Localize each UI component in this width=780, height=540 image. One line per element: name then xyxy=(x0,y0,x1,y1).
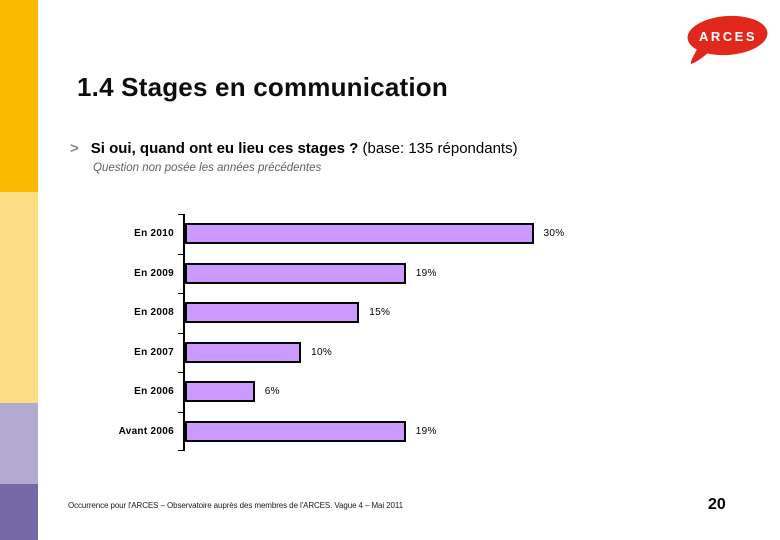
category-label: Avant 2006 xyxy=(118,425,174,437)
chart-row: Avant 2006 19% xyxy=(118,412,580,452)
bullet-chevron-icon: > xyxy=(70,140,79,157)
subtitle-question: Si oui, quand ont eu lieu ces stages ? (… xyxy=(91,139,518,159)
subtitle-note-italic: Question non posée les années précédente… xyxy=(93,162,322,174)
chart-row: En 2007 10% xyxy=(118,333,580,373)
category-label: En 2010 xyxy=(134,228,174,240)
axis-tick xyxy=(178,214,183,215)
sidebar-segment-lavender xyxy=(0,403,38,484)
chart-row: En 2009 19% xyxy=(118,254,580,294)
axis-tick xyxy=(178,372,183,373)
arces-logo: ARCES xyxy=(686,15,770,67)
value-label: 10% xyxy=(311,346,333,358)
axis-tick xyxy=(178,253,183,255)
sidebar-segment-purple xyxy=(0,484,38,540)
bar-en-2008 xyxy=(185,302,360,324)
bar-chart: En 2010 30% En 2009 19% En 2008 15% En 2007 10%… xyxy=(118,214,580,454)
value-label: 19% xyxy=(415,267,437,279)
bar-en-2007 xyxy=(185,341,302,363)
value-label: 6% xyxy=(264,386,280,398)
bar-avant-2006 xyxy=(185,420,406,442)
axis-tick xyxy=(178,293,183,294)
footer-source-text: Occurrence pour l'ARCES – Observatoire a… xyxy=(68,501,404,510)
category-label: En 2007 xyxy=(134,346,174,358)
speech-bubble-icon: ARCES xyxy=(687,15,768,64)
bar-en-2009 xyxy=(185,262,406,284)
chart-row: En 2008 15% xyxy=(118,293,580,333)
sidebar-segment-gold xyxy=(0,0,38,192)
subtitle-base-count: (base: 135 répondants) xyxy=(362,140,518,157)
axis-tick xyxy=(178,411,183,413)
subtitle-question-bold: Si oui, quand ont eu lieu ces stages ? xyxy=(90,140,363,157)
value-label: 30% xyxy=(543,228,565,240)
chart-row: En 2010 30% xyxy=(118,214,580,254)
plot-cell: 30% xyxy=(183,214,580,254)
axis-tick xyxy=(178,332,183,334)
chart-y-axis-line xyxy=(183,214,185,451)
value-label: 19% xyxy=(415,425,437,437)
plot-cell: 15% xyxy=(183,293,580,333)
category-label: En 2008 xyxy=(134,307,174,319)
plot-cell: 19% xyxy=(183,254,580,294)
chart-row: En 2006 6% xyxy=(118,372,580,412)
chart-rows: En 2010 30% En 2009 19% En 2008 15% En 2007 10%… xyxy=(118,214,580,451)
category-label: En 2009 xyxy=(134,267,174,279)
value-label: 15% xyxy=(369,307,391,319)
bar-en-2010 xyxy=(185,223,534,245)
subtitle-row: > Si oui, quand ont eu lieu ces stages ?… xyxy=(70,139,518,159)
logo-text: ARCES xyxy=(699,29,757,44)
bar-en-2006 xyxy=(185,381,255,403)
plot-cell: 19% xyxy=(183,412,580,452)
sidebar-color-strip xyxy=(0,0,38,540)
category-label: En 2006 xyxy=(134,386,174,398)
sidebar-segment-light-yellow xyxy=(0,192,38,403)
slide-title: 1.4 Stages en communication xyxy=(77,72,448,102)
plot-cell: 6% xyxy=(183,372,580,412)
page-number: 20 xyxy=(708,496,726,513)
axis-tick xyxy=(178,450,183,451)
plot-cell: 10% xyxy=(183,333,580,373)
